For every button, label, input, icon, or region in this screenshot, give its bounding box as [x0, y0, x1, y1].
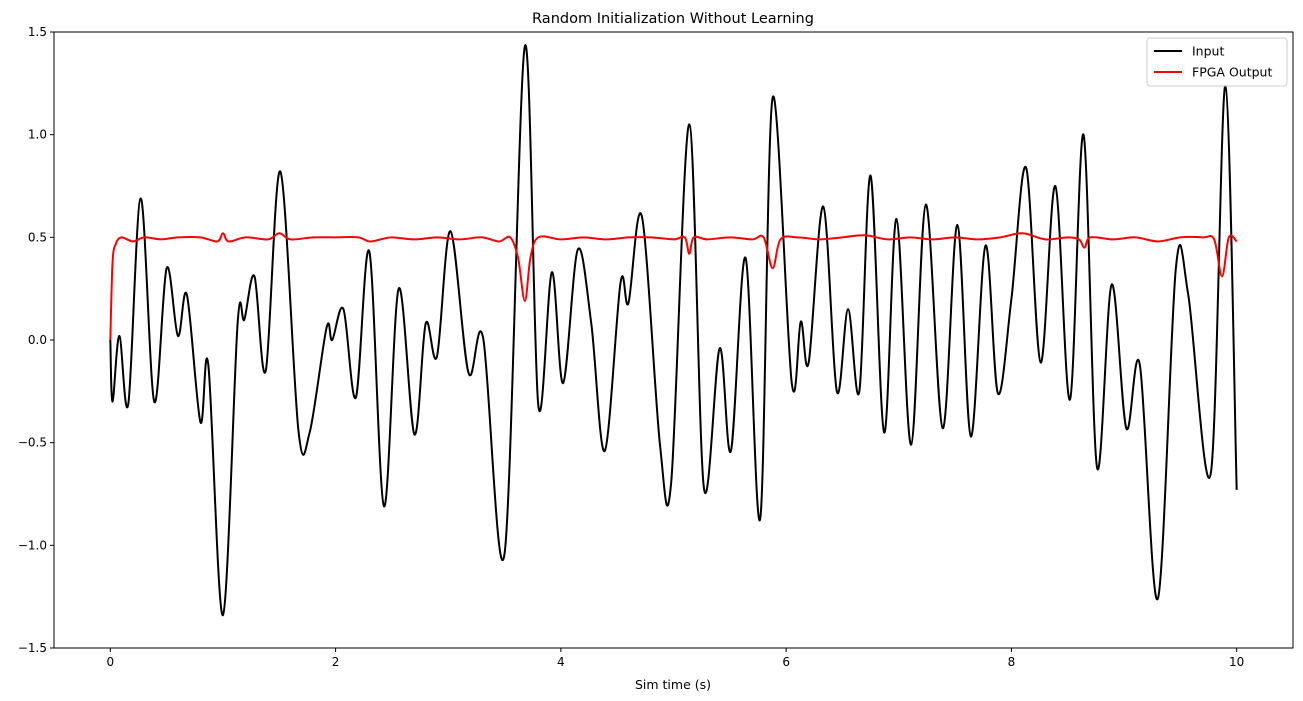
y-tick-label: −1.5	[18, 641, 47, 655]
x-tick-label: 4	[557, 655, 565, 669]
series-layer	[109, 44, 1238, 617]
y-tick-label: 1.0	[28, 128, 47, 142]
x-axis: 0 2 4 6 8 10	[106, 648, 1244, 669]
x-tick-label: 6	[782, 655, 790, 669]
legend-label: FPGA Output	[1192, 65, 1272, 80]
y-tick-label: 0.5	[28, 230, 47, 244]
y-axis: −1.5 −1.0 −0.5 0.0 0.5 1.0 1.5	[18, 25, 54, 655]
x-tick-label: 2	[332, 655, 340, 669]
x-tick-label: 10	[1229, 655, 1244, 669]
y-tick-label: −0.5	[18, 436, 47, 450]
chart-title: Random Initialization Without Learning	[532, 11, 814, 27]
y-tick-label: 0.0	[28, 333, 47, 347]
series-line-fpga-output	[109, 232, 1238, 341]
legend: Input FPGA Output	[1146, 37, 1288, 87]
x-axis-label: Sim time (s)	[635, 677, 711, 692]
x-tick-label: 0	[106, 655, 114, 669]
y-tick-label: −1.0	[18, 538, 47, 552]
legend-label: Input	[1192, 44, 1224, 59]
x-tick-label: 8	[1008, 655, 1016, 669]
series-line-input	[109, 44, 1238, 617]
y-tick-label: 1.5	[28, 25, 47, 39]
